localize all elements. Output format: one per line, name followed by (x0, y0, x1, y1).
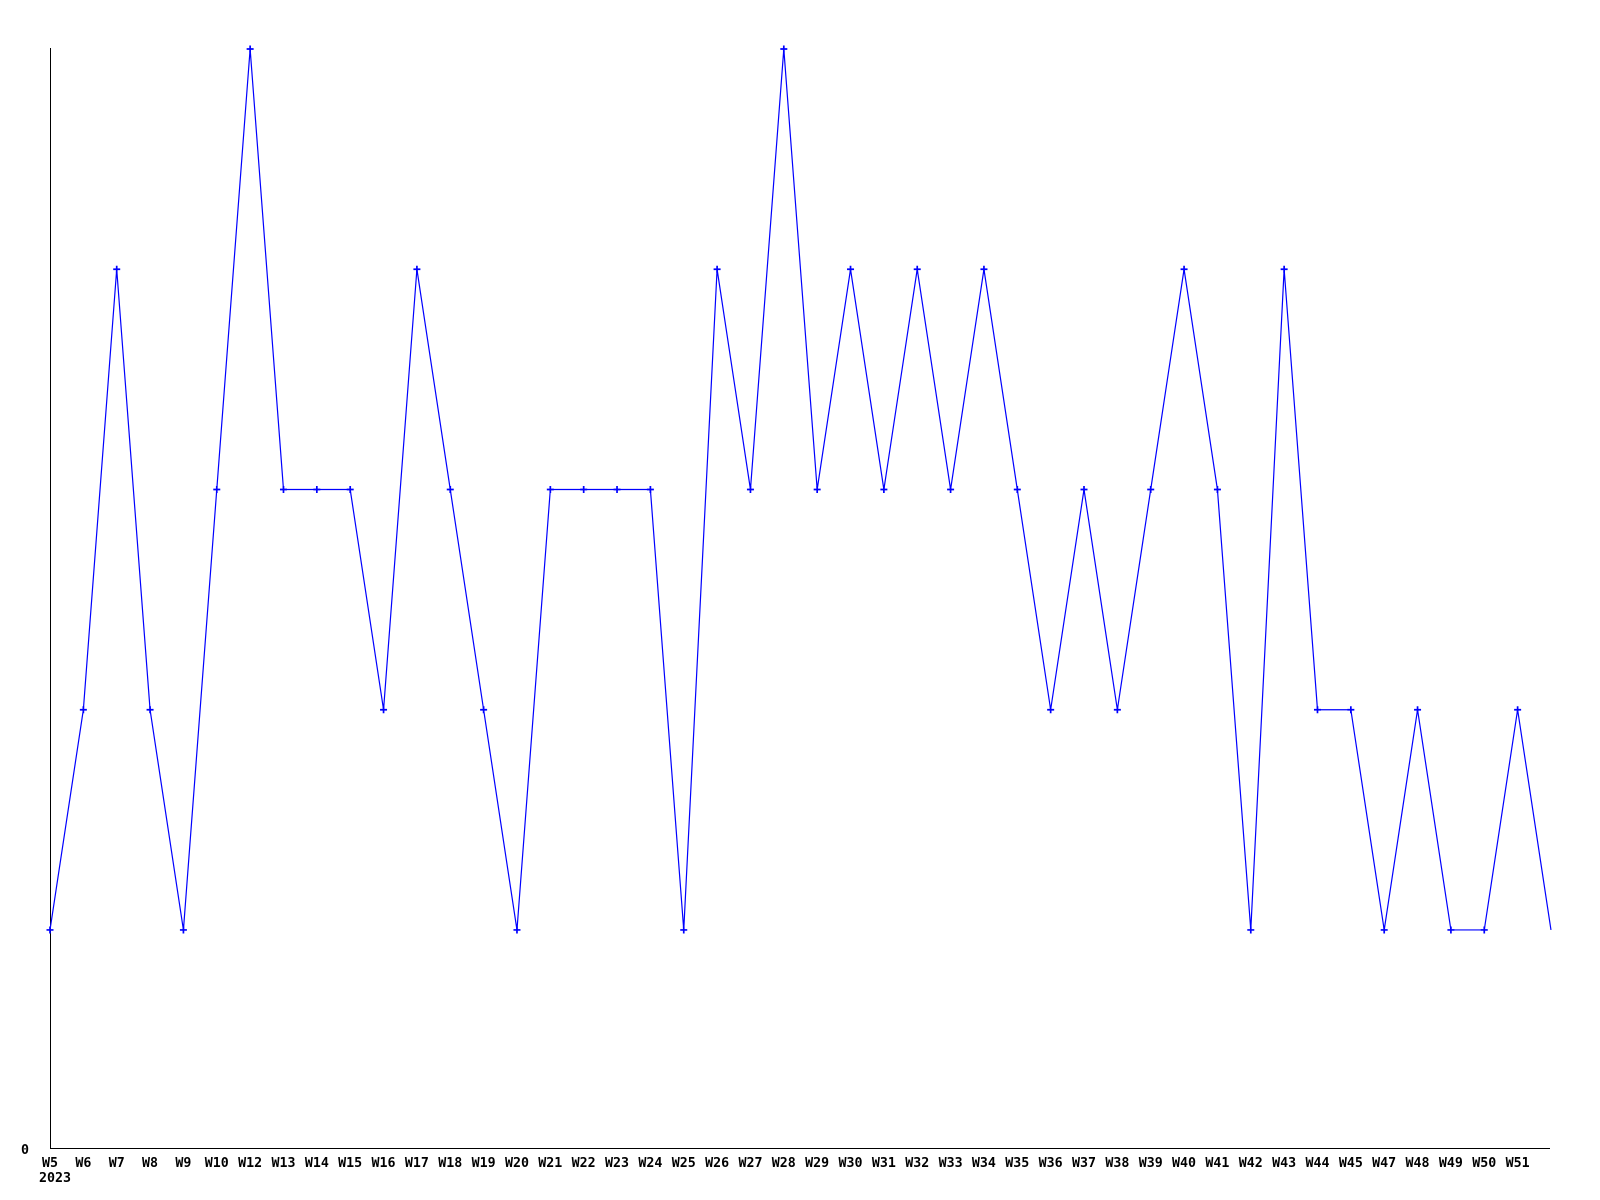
x-axis-label: W42 (1239, 1156, 1263, 1171)
x-axis-label: W9 (175, 1156, 191, 1171)
x-axis-label: W21 (538, 1156, 562, 1171)
x-axis-label: W35 (1005, 1156, 1029, 1171)
x-axis-label: W29 (805, 1156, 829, 1171)
x-axis-label: W5 (42, 1156, 58, 1171)
x-axis-label: W13 (271, 1156, 295, 1171)
x-axis-label: W15 (338, 1156, 362, 1171)
x-axis-label: W40 (1172, 1156, 1196, 1171)
x-axis-label: W16 (372, 1156, 396, 1171)
x-axis-label: W17 (405, 1156, 429, 1171)
x-axis-label: W44 (1305, 1156, 1329, 1171)
data-point-markers (46, 45, 1522, 934)
x-axis-label: W32 (905, 1156, 929, 1171)
x-axis-label: W23 (605, 1156, 629, 1171)
x-axis-label: W33 (939, 1156, 963, 1171)
data-series-line (49, 48, 1552, 931)
x-axis-label: W47 (1372, 1156, 1396, 1171)
x-axis-label: W36 (1039, 1156, 1063, 1171)
x-axis-label: W31 (872, 1156, 896, 1171)
x-axis-label: W49 (1439, 1156, 1463, 1171)
x-axis-label: W34 (972, 1156, 996, 1171)
x-axis-label: W10 (205, 1156, 229, 1171)
x-axis-label: W24 (638, 1156, 662, 1171)
x-axis-label: W19 (472, 1156, 496, 1171)
x-axis-label: W50 (1472, 1156, 1496, 1171)
x-axis-label: W14 (305, 1156, 329, 1171)
x-axis-label: W41 (1205, 1156, 1229, 1171)
x-axis-label: W6 (75, 1156, 91, 1171)
x-axis-year-label: 2023 (39, 1171, 71, 1186)
x-axis-label: W20 (505, 1156, 529, 1171)
x-axis-label: W28 (772, 1156, 796, 1171)
x-axis-label: W22 (572, 1156, 596, 1171)
x-axis-label: W12 (238, 1156, 262, 1171)
x-axis-label: W39 (1139, 1156, 1163, 1171)
x-axis-label: W43 (1272, 1156, 1296, 1171)
x-axis-label: W38 (1105, 1156, 1129, 1171)
x-axis-label: W26 (705, 1156, 729, 1171)
x-axis-label: W51 (1506, 1156, 1530, 1171)
x-axis-label: W7 (109, 1156, 125, 1171)
y-axis-zero-label: 0 (21, 1143, 29, 1158)
x-axis-label: W30 (839, 1156, 863, 1171)
x-axis-label: W37 (1072, 1156, 1096, 1171)
x-axis-label: W48 (1406, 1156, 1430, 1171)
x-axis-label: W8 (142, 1156, 158, 1171)
x-axis-label: W27 (738, 1156, 762, 1171)
x-axis-labels: W5 W6 W7 W8 W9 W10 W12 W13 W14 W15 W16 W17 W18 W19 W20… (42, 1156, 1530, 1171)
x-axis-label: W45 (1339, 1156, 1363, 1171)
x-axis-label: W18 (438, 1156, 462, 1171)
x-axis-label: W25 (672, 1156, 696, 1171)
